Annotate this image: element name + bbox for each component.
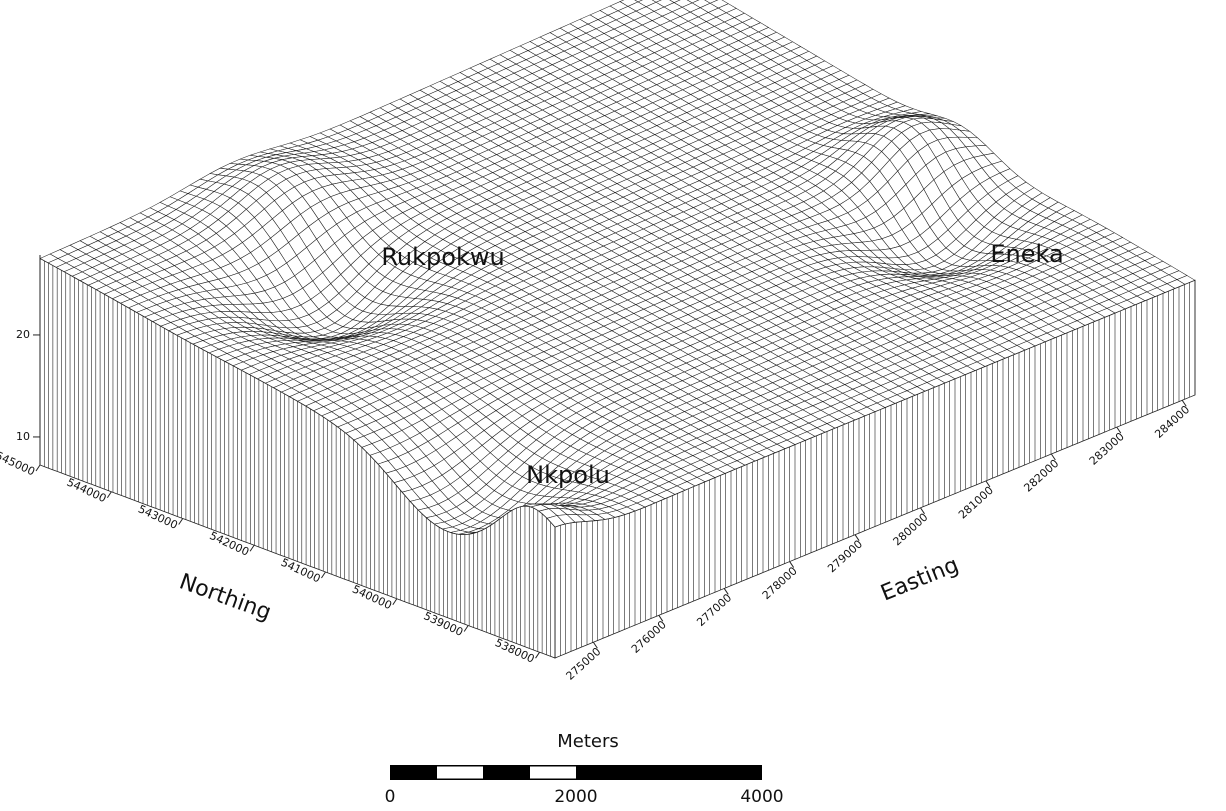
mesh-cell — [669, 0, 681, 3]
scale-bar-segment — [437, 766, 483, 779]
tick-mark — [854, 534, 860, 541]
place-label: Rukpokwu — [381, 243, 504, 271]
tick-mark — [985, 480, 991, 488]
tick-mark — [723, 588, 729, 595]
surface-walls — [39, 257, 1196, 659]
scale-bar-label: 0 — [385, 787, 396, 807]
z-tick-label: 10 — [16, 430, 30, 443]
axis-title: Easting — [877, 553, 962, 607]
mesh-cell — [651, 0, 662, 3]
tick-mark — [658, 615, 664, 622]
z-tick-label: 20 — [16, 328, 30, 341]
tick-mark — [249, 544, 255, 552]
tick-mark — [463, 625, 469, 632]
tick-mark — [392, 598, 398, 605]
tick-mark — [1116, 426, 1122, 434]
northing-tick-label: 545000 — [0, 449, 37, 479]
tick-mark — [35, 464, 41, 472]
tick-mark — [789, 561, 795, 568]
place-label: Eneka — [990, 240, 1063, 268]
tick-mark — [106, 491, 112, 499]
axis-title: Northing — [176, 569, 274, 625]
tick-mark — [535, 651, 540, 659]
tick-mark — [178, 518, 184, 525]
scale-bar-label: 2000 — [554, 787, 597, 807]
mesh-cell — [634, 0, 644, 3]
tick-mark — [1050, 453, 1056, 461]
tick-mark — [321, 571, 326, 579]
scale-bar: Meters — [390, 731, 762, 780]
tick-mark — [920, 507, 925, 515]
tick-mark — [1181, 399, 1187, 407]
scale-bar-title: Meters — [557, 731, 619, 752]
mesh-cell — [686, 0, 700, 4]
tick-mark — [592, 641, 598, 649]
scale-bar-label: 4000 — [740, 787, 783, 807]
place-label: Nkpolu — [526, 461, 610, 489]
surface-mesh — [39, 0, 1196, 535]
scale-bar-segment — [530, 766, 576, 779]
